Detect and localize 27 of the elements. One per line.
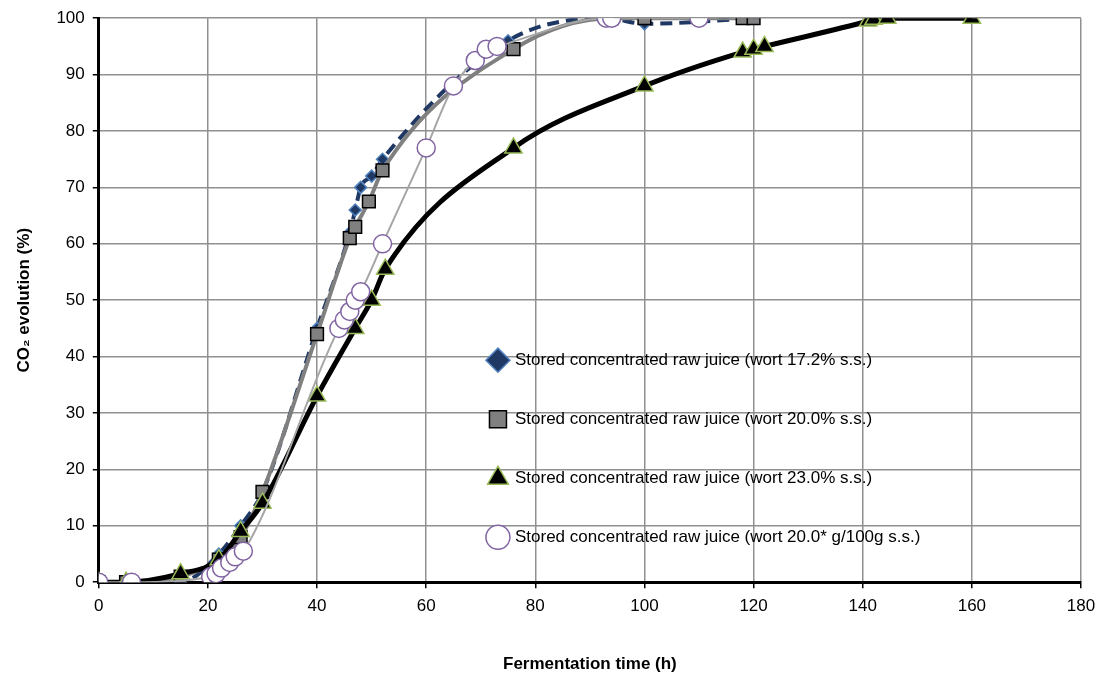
x-tick-label: 180 [1066, 596, 1096, 616]
y-tick-label: 60 [65, 233, 85, 253]
legend-label: Stored concentrated raw juice (wort 17.2% s.s.) [514, 349, 873, 369]
y-tick-label: 80 [65, 120, 85, 140]
x-tick-label: 120 [739, 596, 768, 616]
y-tick-label: 100 [56, 7, 85, 27]
x-tick-label: 20 [198, 596, 218, 616]
y-axis-title: CO₂ evolution (%) [13, 227, 33, 373]
x-tick-label: 40 [307, 596, 327, 616]
legend-label: Stored concentrated raw juice (wort 23.0% s.s.) [514, 467, 873, 487]
legend-label: Stored concentrated raw juice (wort 20.0% s.s.) [514, 408, 873, 428]
y-tick-label: 0 [75, 571, 85, 591]
y-tick-label: 50 [65, 289, 85, 309]
x-tick-label: 160 [957, 596, 987, 616]
y-tick-label: 90 [65, 64, 85, 84]
x-tick-label: 140 [848, 596, 877, 616]
y-tick-label: 40 [65, 346, 85, 366]
y-tick-label: 10 [65, 515, 85, 535]
x-tick-label: 80 [525, 596, 545, 616]
legend-label: Stored concentrated raw juice (wort 20.0* g/100g s.s.) [514, 526, 921, 546]
x-tick-label: 60 [416, 596, 436, 616]
y-tick-label: 70 [65, 177, 85, 197]
x-tick-label: 100 [630, 596, 659, 616]
x-axis-title: Fermentation time (h) [502, 654, 677, 674]
y-tick-label: 20 [65, 459, 85, 479]
x-tick-label: 0 [94, 596, 104, 616]
y-tick-label: 30 [65, 402, 85, 422]
